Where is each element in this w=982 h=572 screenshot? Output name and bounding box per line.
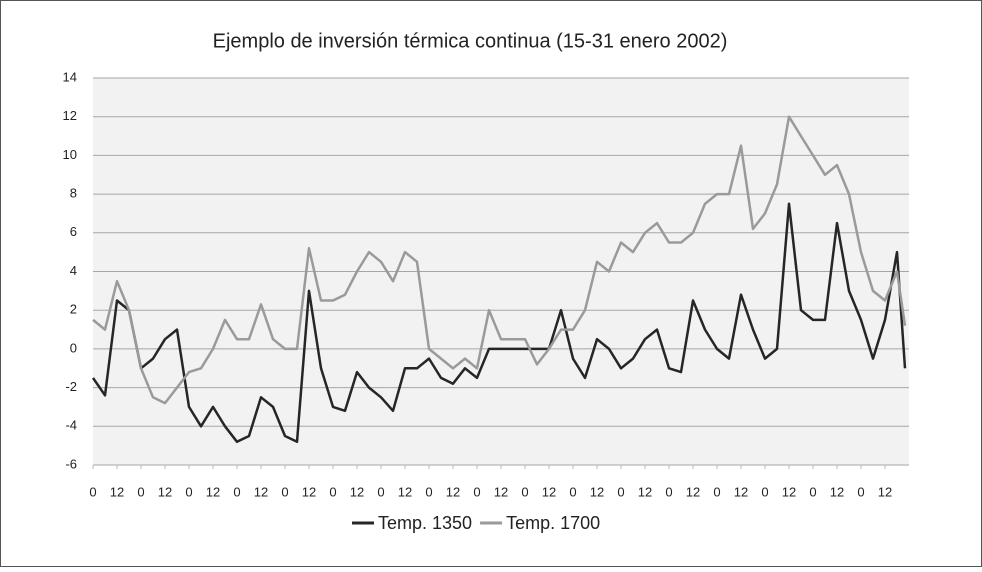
x-tick-label: 12 (590, 484, 604, 499)
x-tick-label: 12 (446, 484, 460, 499)
x-tick-label: 0 (569, 484, 576, 499)
y-tick-label: 10 (63, 147, 77, 162)
x-tick-label: 12 (350, 484, 364, 499)
y-tick-label: -2 (65, 379, 77, 394)
x-tick-label: 12 (878, 484, 892, 499)
x-tick-label: 0 (185, 484, 192, 499)
x-tick-label: 12 (206, 484, 220, 499)
x-tick-label: 12 (158, 484, 172, 499)
x-tick-label: 12 (782, 484, 796, 499)
x-tick-label: 0 (329, 484, 336, 499)
y-tick-label: -4 (65, 418, 77, 433)
y-tick-label: 8 (70, 186, 77, 201)
x-tick-label: 12 (494, 484, 508, 499)
x-tick-label: 0 (233, 484, 240, 499)
x-tick-label: 0 (473, 484, 480, 499)
x-tick-label: 0 (761, 484, 768, 499)
series-line (91, 202, 907, 444)
x-tick-label: 12 (830, 484, 844, 499)
x-tick-label: 0 (281, 484, 288, 499)
y-tick-label: 2 (70, 302, 77, 317)
series-line (92, 115, 907, 405)
y-tick-label: 6 (70, 224, 77, 239)
x-tick-label: 12 (686, 484, 700, 499)
x-tick-label: 0 (857, 484, 864, 499)
x-tick-label: 0 (137, 484, 144, 499)
x-tick-label: 12 (638, 484, 652, 499)
x-tick-label: 12 (398, 484, 412, 499)
x-tick-label: 0 (521, 484, 528, 499)
legend-label: Temp. 1350 (378, 513, 472, 533)
x-tick-label: 0 (425, 484, 432, 499)
y-tick-label: 4 (70, 263, 77, 278)
x-tick-label: 0 (89, 484, 96, 499)
x-tick-label: 0 (809, 484, 816, 499)
x-tick-label: 12 (254, 484, 268, 499)
legend-label: Temp. 1700 (506, 513, 600, 533)
y-tick-label: 0 (70, 340, 77, 355)
x-tick-label: 12 (302, 484, 316, 499)
x-tick-label: 0 (617, 484, 624, 499)
y-tick-label: -6 (65, 456, 77, 471)
x-tick-label: 0 (377, 484, 384, 499)
y-tick-label: 12 (63, 108, 77, 123)
x-tick-label: 12 (734, 484, 748, 499)
x-tick-label: 12 (542, 484, 556, 499)
x-tick-label: 0 (665, 484, 672, 499)
x-tick-label: 0 (713, 484, 720, 499)
y-tick-label: 14 (63, 69, 77, 84)
chart-title: Ejemplo de inversión térmica continua (1… (213, 30, 728, 52)
x-tick-label: 12 (110, 484, 124, 499)
